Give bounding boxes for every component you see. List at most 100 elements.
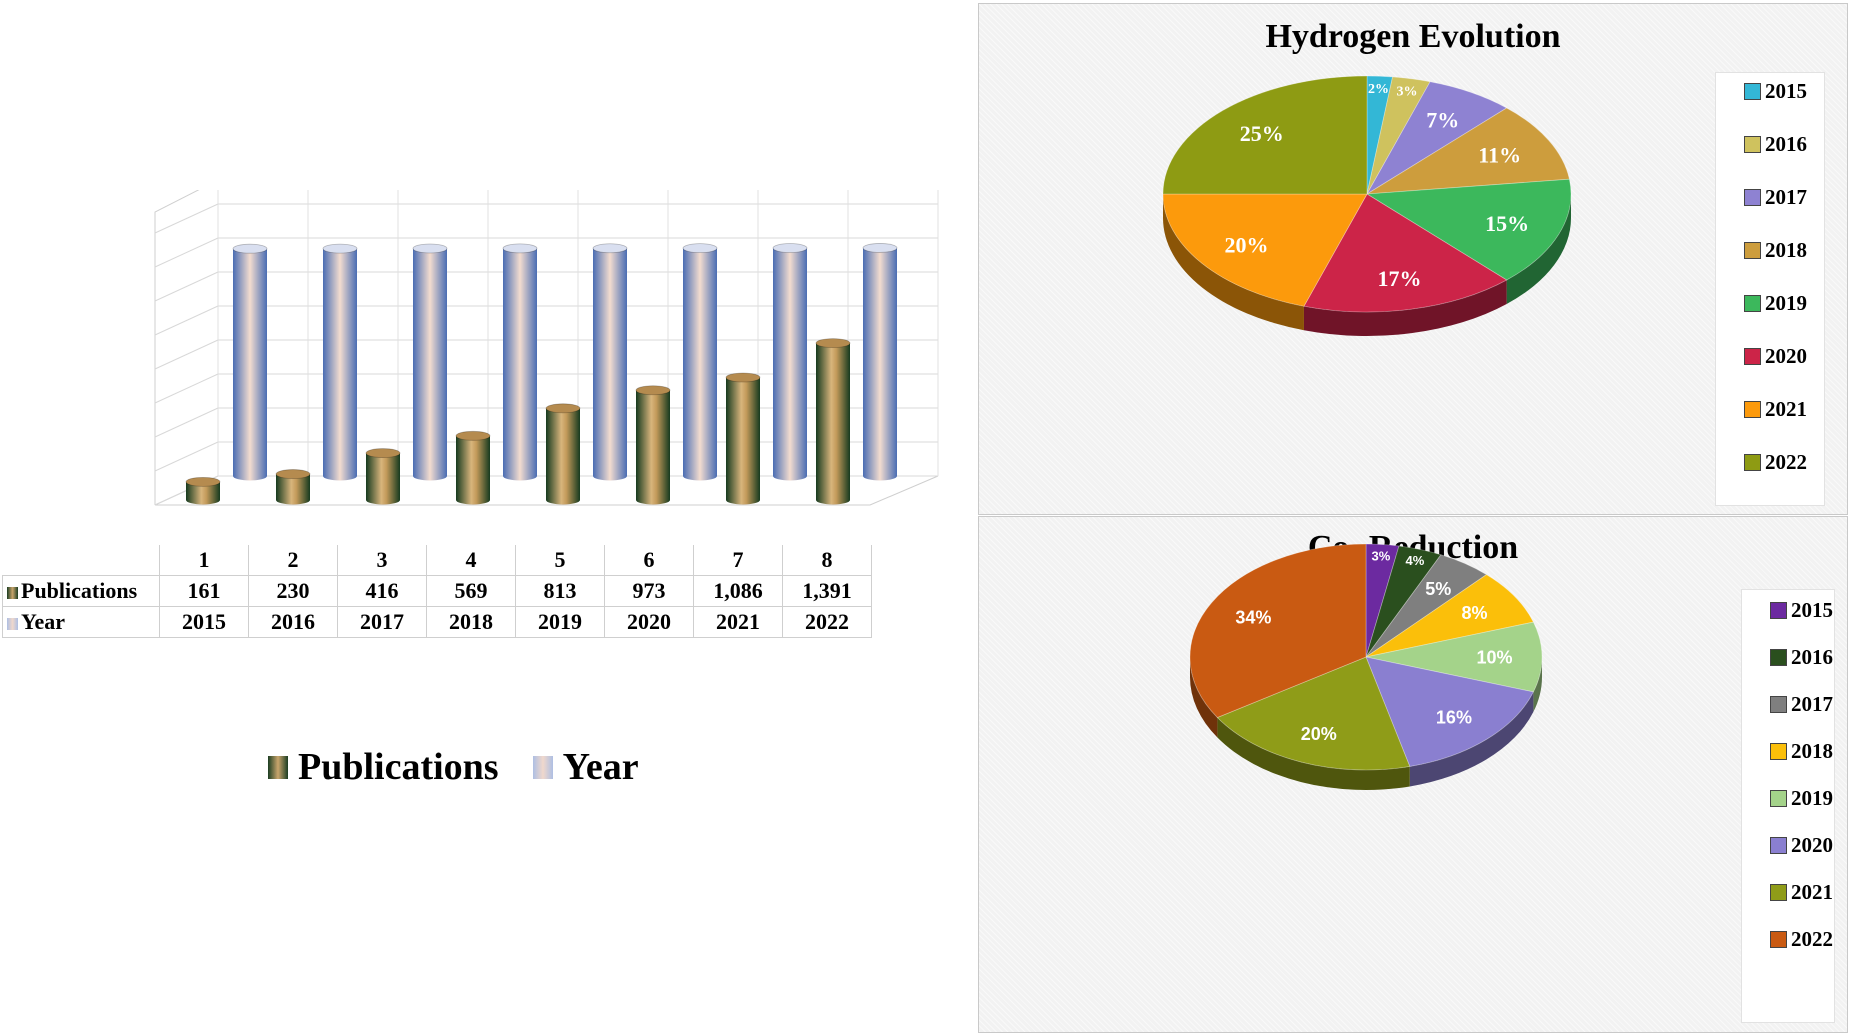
bar-publications: [185, 476, 221, 505]
legend-label: 2021: [1791, 880, 1833, 904]
legend-label: 2017: [1791, 692, 1833, 716]
publications-cell: 416: [337, 575, 427, 607]
legend-label: 2015: [1791, 598, 1833, 622]
bar-publications: [725, 372, 761, 505]
category-label: 2: [248, 545, 338, 576]
year-row-label: Year: [21, 609, 65, 634]
legend-item: 2016: [1770, 645, 1833, 670]
data-table: 1 2 3 4 5 6 7 8 Publications 161 230 416…: [2, 545, 872, 638]
publications-key: [7, 587, 18, 599]
year-row-header: Year: [2, 606, 160, 638]
gridline: [154, 203, 219, 234]
legend-swatch-publications: [268, 755, 288, 779]
legend-swatch: [1770, 884, 1787, 901]
legend-item: 2017: [1744, 185, 1807, 210]
year-row: Year 2015 2016 2017 2018 2019 2020 2021 …: [2, 606, 872, 638]
hydrogen-evolution-title: Hydrogen Evolution: [1265, 18, 1561, 55]
legend-label: 2018: [1765, 238, 1807, 262]
legend-label: 2019: [1765, 291, 1807, 315]
legend-label: 2019: [1791, 786, 1833, 810]
pie-data-label: 34%: [1235, 608, 1271, 628]
bar-year: [772, 243, 808, 481]
gridline: [154, 339, 219, 370]
legend-swatch: [1770, 696, 1787, 713]
pie-data-label: 8%: [1461, 603, 1487, 623]
publications-cell: 813: [515, 575, 605, 607]
year-cell: 2015: [159, 606, 249, 638]
year-cell: 2018: [426, 606, 516, 638]
pie-slice: [1162, 193, 1368, 307]
hydrogen-evolution-pie: 2% 3% 7% 11% 15% 17% 20% 25%: [1162, 75, 1572, 336]
bar-year: [322, 243, 358, 481]
bar-publications: [275, 469, 311, 505]
pie-data-label: 17%: [1377, 266, 1421, 291]
bar-publications: [545, 403, 581, 505]
legend-swatch: [1744, 242, 1761, 259]
legend-label: 2020: [1765, 344, 1807, 368]
legend-item: 2016: [1744, 132, 1807, 157]
year-cell: 2022: [782, 606, 872, 638]
category-label: 6: [604, 545, 694, 576]
legend-swatch: [1744, 454, 1761, 471]
legend-label: 2021: [1765, 397, 1807, 421]
pie-slice-side: [1506, 194, 1571, 305]
pie-slice-side: [1190, 657, 1218, 738]
category-label: 5: [515, 545, 605, 576]
pie-slice: [1303, 193, 1508, 313]
category-label: 4: [426, 545, 516, 576]
legend-item-publications: Publications: [268, 745, 499, 789]
legend-swatch: [1744, 401, 1761, 418]
pie-slice: [1162, 75, 1368, 195]
bar-publications: [635, 385, 671, 505]
legend-label: 2016: [1765, 132, 1807, 156]
legend-label: 2020: [1791, 833, 1833, 857]
year-key: [7, 618, 18, 630]
legend-label: 2017: [1765, 185, 1807, 209]
publications-row-header: Publications: [2, 575, 160, 607]
legend-swatch: [1744, 83, 1761, 100]
publications-cell: 1,391: [782, 575, 872, 607]
legend-swatch: [1770, 790, 1787, 807]
publications-cell: 230: [248, 575, 338, 607]
legend-swatch: [1770, 931, 1787, 948]
legend-swatch: [1770, 743, 1787, 760]
legend-label: 2016: [1791, 645, 1833, 669]
pie-data-label: 25%: [1240, 121, 1284, 146]
pie-data-label: 5%: [1425, 579, 1451, 599]
legend-swatch: [1770, 837, 1787, 854]
pie-slice: [1189, 543, 1367, 719]
publications-cell: 1,086: [693, 575, 783, 607]
legend-item-year: Year: [532, 745, 639, 789]
legend-swatch: [1744, 136, 1761, 153]
legend-swatch: [1744, 295, 1761, 312]
year-cell: 2020: [604, 606, 694, 638]
legend-label-publications: Publications: [298, 746, 499, 788]
hydrogen-evolution-legend: 2015 2016 2017 2018 2019 2020 2021 2022: [1715, 72, 1825, 506]
legend-item: 2015: [1770, 598, 1833, 623]
pie-data-label: 16%: [1436, 707, 1472, 727]
pie-slice: [1365, 574, 1534, 658]
legend-item: 2022: [1744, 450, 1807, 475]
gridline: [154, 271, 219, 302]
pie-slice: [1216, 656, 1411, 771]
year-cell: 2017: [337, 606, 427, 638]
pie-data-label: 3%: [1372, 548, 1391, 563]
pie-slice-side: [1163, 194, 1304, 331]
year-cell: 2016: [248, 606, 338, 638]
publications-cell: 569: [426, 575, 516, 607]
year-cell: 2021: [693, 606, 783, 638]
pie-data-label: 20%: [1225, 232, 1269, 257]
publications-row-label: Publications: [21, 578, 138, 603]
pie-slice-side: [1217, 717, 1410, 790]
gridline: [154, 441, 219, 472]
co2-reduction-pie: 3% 4%5% 8% 10% 16% 20% 34%: [1189, 543, 1543, 790]
gridline: [154, 373, 219, 404]
legend-item: 2020: [1744, 344, 1807, 369]
pie-slice: [1365, 545, 1442, 658]
legend-swatch: [1744, 189, 1761, 206]
legend-swatch-year: [532, 755, 553, 779]
category-label: 3: [337, 545, 427, 576]
category-label: 8: [782, 545, 872, 576]
gridline: [154, 305, 219, 336]
co2-reduction-legend: 2015 2016 2017 2018 2019 2020 2021 2022: [1741, 589, 1835, 1023]
